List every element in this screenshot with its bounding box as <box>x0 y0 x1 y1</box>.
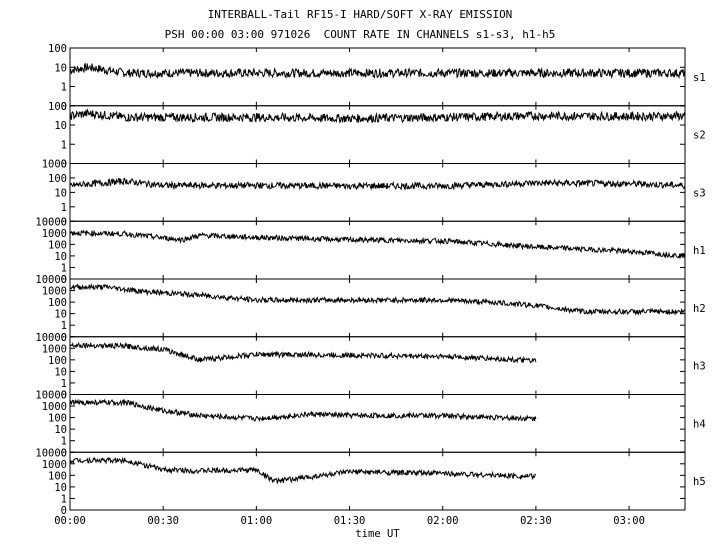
x-tick-label-3: 01:30 <box>334 515 366 527</box>
y-tick-label-h4-3: 100 <box>48 413 67 425</box>
y-tick-label-h2-3: 100 <box>48 297 67 309</box>
panel-frame-h3 <box>69 336 686 395</box>
series-line-s1 <box>69 62 686 80</box>
y-tick-label-h3-0: 0 <box>61 390 67 402</box>
x-tick-label-5: 02:30 <box>520 515 552 527</box>
series-line-h4 <box>69 398 537 423</box>
y-tick-label-h3-3: 100 <box>48 355 67 367</box>
y-tick-label-h5-5: 10000 <box>35 447 67 459</box>
panel-frame-h5 <box>69 451 686 511</box>
y-tick-label-h3-1: 1 <box>61 378 67 390</box>
y-tick-label-s1-3: 100 <box>48 43 67 55</box>
y-tick-label-h3-2: 10 <box>54 366 67 378</box>
y-tick-label-h1-2: 10 <box>54 251 67 263</box>
x-tick-label-6: 03:00 <box>613 515 645 527</box>
y-tick-label-h2-2: 10 <box>54 309 67 321</box>
y-tick-label-h5-4: 1000 <box>42 459 67 471</box>
y-tick-label-h5-0: 0 <box>61 505 67 517</box>
y-tick-label-s2-3: 100 <box>48 101 67 113</box>
x-axis-label: time UT <box>355 528 400 540</box>
y-tick-label-h1-4: 1000 <box>42 228 67 240</box>
panel-label-s2: s2 <box>693 130 706 142</box>
y-tick-label-s3-2: 10 <box>54 187 67 199</box>
y-tick-label-h2-4: 1000 <box>42 286 67 298</box>
y-tick-label-h4-2: 10 <box>54 424 67 436</box>
y-tick-label-h3-4: 1000 <box>42 343 67 355</box>
y-tick-label-h3-5: 10000 <box>35 332 67 344</box>
panel-frame-h2 <box>69 278 686 338</box>
y-tick-label-h4-5: 10000 <box>35 390 67 402</box>
y-tick-label-s3-3: 100 <box>48 173 67 185</box>
y-tick-label-h2-0: 0 <box>61 332 67 344</box>
y-tick-label-h4-0: 0 <box>61 447 67 459</box>
y-tick-label-s1-0: 0 <box>61 101 67 113</box>
series-line-h3 <box>70 341 537 364</box>
y-tick-label-h1-5: 10000 <box>35 216 67 228</box>
series-line-h2 <box>69 282 686 316</box>
x-tick-label-0: 00:00 <box>54 515 86 527</box>
y-tick-label-h5-3: 100 <box>48 470 67 482</box>
series-line-s3 <box>69 177 686 191</box>
y-tick-label-h4-1: 1 <box>61 436 67 448</box>
y-tick-label-s1-2: 10 <box>54 62 67 74</box>
panel-label-h4: h4 <box>693 418 706 430</box>
panel-label-h2: h2 <box>693 303 706 315</box>
y-tick-label-h5-2: 10 <box>54 482 67 494</box>
chart-title: INTERBALL-Tail RF15-I HARD/SOFT X-RAY EM… <box>207 8 513 21</box>
panel-label-h5: h5 <box>693 476 706 488</box>
series-line-h5 <box>69 456 536 484</box>
x-tick-label-1: 00:30 <box>147 515 179 527</box>
series-line-s2 <box>69 108 686 124</box>
y-tick-label-s2-0: 0 <box>61 159 67 171</box>
panel-label-h1: h1 <box>693 245 706 257</box>
y-tick-label-s2-2: 10 <box>54 120 67 132</box>
y-tick-label-h5-1: 1 <box>61 493 67 505</box>
series-line-h1 <box>69 229 686 259</box>
panel-frame-s3 <box>69 163 686 222</box>
y-tick-label-s3-4: 1000 <box>42 159 67 171</box>
y-tick-label-h4-4: 1000 <box>42 401 67 413</box>
y-tick-label-s2-1: 1 <box>61 139 67 151</box>
panel-frame-h4 <box>69 394 686 453</box>
y-tick-label-h1-1: 1 <box>61 262 67 274</box>
y-tick-label-s3-1: 1 <box>61 202 67 214</box>
x-tick-label-4: 02:00 <box>427 515 459 527</box>
y-tick-label-s1-1: 1 <box>61 82 67 94</box>
y-tick-label-h2-1: 1 <box>61 320 67 332</box>
y-tick-label-h2-5: 10000 <box>35 274 67 286</box>
x-tick-label-2: 01:00 <box>241 515 273 527</box>
y-tick-label-h1-0: 0 <box>61 274 67 286</box>
panel-label-h3: h3 <box>693 361 706 373</box>
y-tick-label-s3-0: 0 <box>61 216 67 228</box>
panel-label-s3: s3 <box>693 187 706 199</box>
y-tick-label-h1-3: 100 <box>48 239 67 251</box>
panel-label-s1: s1 <box>693 72 706 84</box>
chart-subtitle: PSH 00:00 03:00 971026 COUNT RATE IN CHA… <box>164 28 556 41</box>
